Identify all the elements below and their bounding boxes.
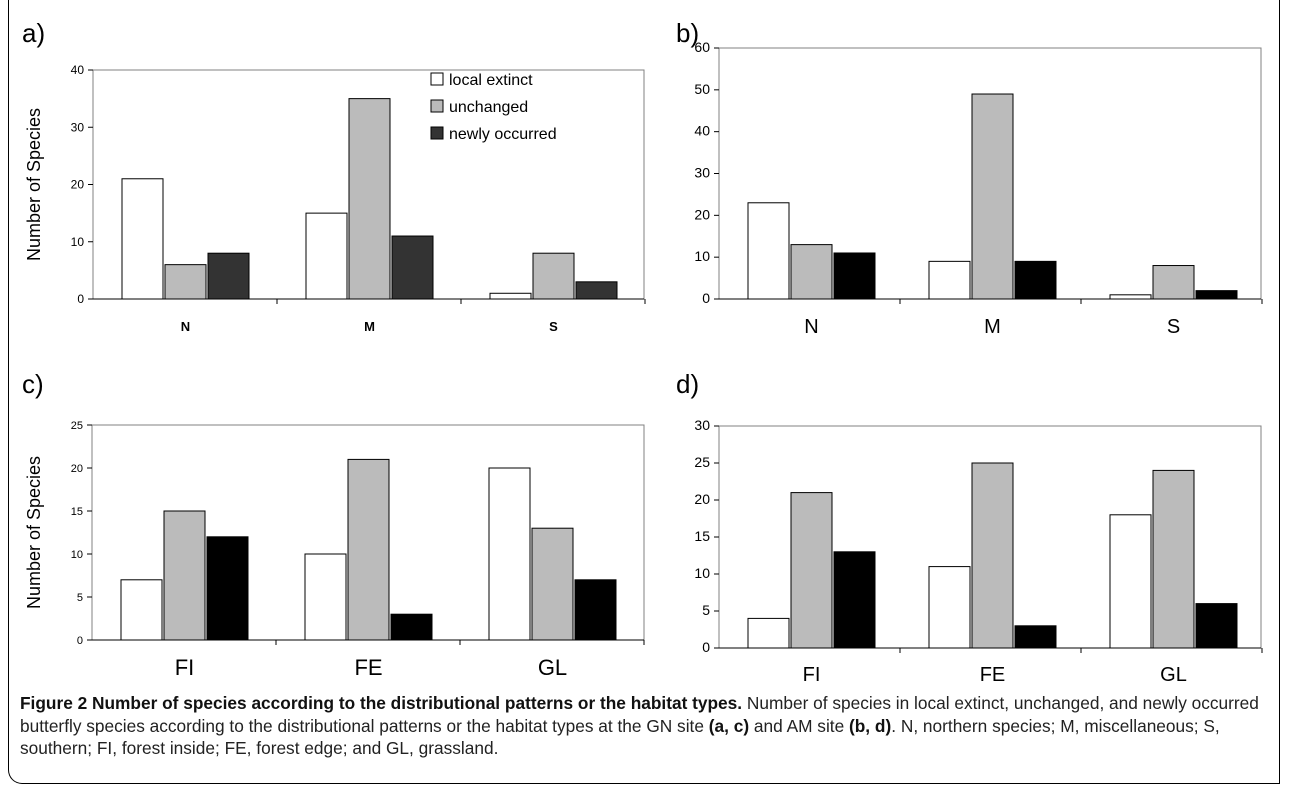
bar xyxy=(488,467,531,641)
chart-panel-c: c) 0 5 10 15 20 25 Number of Species FI FE GL xyxy=(22,369,645,680)
bar xyxy=(1109,514,1152,649)
y-tick-label: 0 xyxy=(702,639,710,655)
y-tick-label: 60 xyxy=(694,39,710,55)
y-tick-label: 30 xyxy=(694,417,710,433)
bar xyxy=(347,458,390,641)
bar xyxy=(304,553,347,641)
legend-entry: local extinct xyxy=(449,72,533,89)
bar xyxy=(1152,265,1195,300)
caption-ref-1: (a, c) xyxy=(708,715,750,736)
bar xyxy=(531,527,574,641)
bar xyxy=(489,292,532,300)
bar xyxy=(574,579,617,641)
bar xyxy=(790,244,833,300)
legend-swatch xyxy=(430,72,444,86)
chart-panel-b: b) 0 10 20 30 40 50 60 N M S xyxy=(676,18,1263,338)
bar xyxy=(1109,294,1152,300)
figure-caption: Figure 2 Number of species according to … xyxy=(20,692,1270,760)
bar xyxy=(1195,603,1238,649)
bar xyxy=(790,492,833,649)
y-tick-label: 20 xyxy=(71,178,85,192)
caption-text-2: and AM site xyxy=(749,715,849,736)
y-tick-label: 10 xyxy=(71,549,83,561)
y-tick-label: 10 xyxy=(694,565,710,581)
legend-entry: unchanged xyxy=(449,99,528,116)
y-tick-label: 15 xyxy=(71,506,83,518)
bar xyxy=(305,212,348,300)
x-tick-label: M xyxy=(364,319,375,334)
bar xyxy=(575,281,618,300)
bar xyxy=(206,536,249,641)
y-axis-label: Number of Species xyxy=(24,456,44,609)
bar xyxy=(1195,290,1238,300)
bar xyxy=(348,98,391,300)
y-tick-label: 20 xyxy=(694,206,710,222)
bar xyxy=(207,252,250,300)
y-tick-label: 15 xyxy=(694,528,710,544)
bar xyxy=(928,260,971,300)
legend-entry: newly occurred xyxy=(449,126,557,143)
bar xyxy=(120,579,163,641)
y-axis-label: Number of Species xyxy=(24,108,44,261)
x-tick-label: FI xyxy=(175,655,195,680)
y-tick-label: 25 xyxy=(694,454,710,470)
y-tick-label: 10 xyxy=(71,235,85,249)
x-tick-label: S xyxy=(1167,316,1180,338)
panel-label: a) xyxy=(22,18,45,48)
x-tick-label: M xyxy=(984,316,1001,338)
panel-label: b) xyxy=(676,18,699,48)
bar xyxy=(833,551,876,649)
y-tick-label: 25 xyxy=(71,420,83,432)
bar xyxy=(391,235,434,300)
bar xyxy=(121,178,164,300)
y-tick-label: 0 xyxy=(77,635,83,647)
y-tick-label: 30 xyxy=(694,165,710,181)
bar xyxy=(833,252,876,300)
bar xyxy=(971,462,1014,649)
x-tick-label: FI xyxy=(803,664,821,686)
bar xyxy=(1014,260,1057,300)
caption-ref-2: (b, d) xyxy=(849,715,892,736)
legend-swatch xyxy=(430,126,444,140)
panel-label: d) xyxy=(676,369,699,399)
bar xyxy=(1152,469,1195,649)
caption-title: Figure 2 Number of species according to … xyxy=(20,693,743,713)
bar xyxy=(390,613,433,641)
figure-frame xyxy=(8,0,1280,784)
caption-text-1: Number of species in local extinct, unch… xyxy=(20,693,1259,736)
x-tick-label: FE xyxy=(980,664,1006,686)
x-tick-label: N xyxy=(181,319,190,334)
y-tick-label: 5 xyxy=(77,592,83,604)
y-tick-label: 0 xyxy=(702,290,710,306)
y-tick-label: 5 xyxy=(702,602,710,618)
bar xyxy=(971,93,1014,300)
y-tick-label: 20 xyxy=(694,491,710,507)
panel-label: c) xyxy=(22,369,44,399)
y-tick-label: 30 xyxy=(71,120,85,134)
y-tick-label: 50 xyxy=(694,81,710,97)
y-tick-label: 40 xyxy=(694,123,710,139)
bar xyxy=(928,566,971,649)
bar xyxy=(163,510,206,641)
bar xyxy=(1014,625,1057,649)
y-tick-label: 0 xyxy=(77,292,84,306)
y-tick-label: 20 xyxy=(71,463,83,475)
x-tick-label: GL xyxy=(538,655,567,680)
y-tick-label: 10 xyxy=(694,248,710,264)
bar xyxy=(532,252,575,300)
bar xyxy=(747,617,790,649)
bar xyxy=(747,202,790,300)
x-tick-label: FE xyxy=(354,655,382,680)
caption-text-3: . N, northern species; M, miscellaneous;… xyxy=(20,715,1220,759)
x-tick-label: S xyxy=(549,319,558,334)
y-tick-label: 40 xyxy=(71,63,85,77)
bar xyxy=(164,264,207,300)
x-tick-label: GL xyxy=(1160,664,1187,686)
chart-panel-d: d) 0 5 10 15 20 25 30 FI FE GL xyxy=(676,369,1263,686)
x-tick-label: N xyxy=(804,316,818,338)
legend-swatch xyxy=(430,99,444,113)
